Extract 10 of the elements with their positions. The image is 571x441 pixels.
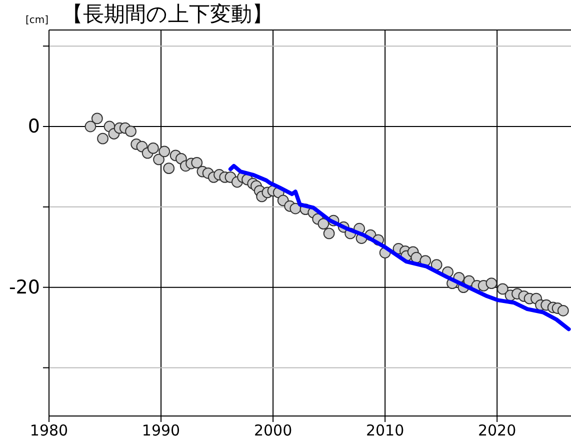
x-tick-label: 1990 <box>142 422 180 440</box>
chart-title: 【長期間の上下変動】 <box>62 2 273 26</box>
y-tick-label: 0 <box>28 116 40 138</box>
x-tick-label: 2010 <box>366 422 404 440</box>
x-tick-label: 2000 <box>254 422 292 440</box>
y-tick-label: -20 <box>8 276 40 298</box>
x-tick-label: 1980 <box>30 422 68 440</box>
line-series <box>228 164 571 332</box>
y-axis-title: [cm] <box>25 15 49 26</box>
x-tick-label: 2020 <box>478 422 516 440</box>
